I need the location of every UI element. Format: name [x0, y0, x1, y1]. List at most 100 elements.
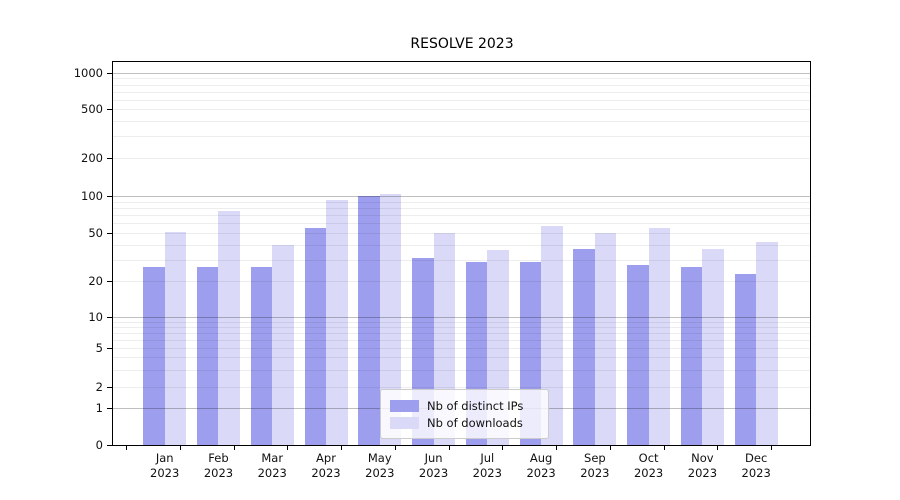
minor-gridline: [113, 387, 811, 388]
minor-gridline: [113, 339, 811, 341]
bar: [702, 248, 724, 445]
bar: [734, 273, 757, 445]
y-tick-label: 100: [81, 189, 103, 203]
bar: [358, 196, 380, 445]
legend-label: Nb of downloads: [427, 415, 523, 430]
x-tick-mark: [394, 446, 396, 450]
bar: [573, 248, 595, 445]
x-tick-label: Jan 2023: [150, 451, 180, 480]
x-tick-mark: [556, 446, 558, 450]
y-tick-mark: [107, 196, 112, 197]
x-tick-label: Aug 2023: [526, 451, 556, 480]
minor-gridline: [113, 201, 811, 203]
minor-gridline: [113, 357, 811, 359]
legend-swatch-downloads: [390, 416, 419, 429]
y-tick-mark: [107, 445, 112, 446]
x-tick-mark: [609, 446, 611, 450]
bar: [326, 200, 348, 445]
minor-gridline: [113, 136, 811, 138]
y-tick-label: 5: [95, 341, 103, 355]
legend-label: Nb of distinct IPs: [427, 398, 524, 413]
y-tick-mark: [107, 408, 112, 409]
x-tick-label: Nov 2023: [687, 451, 718, 480]
y-tick-label: 2: [95, 380, 103, 394]
x-axis-line: [112, 445, 811, 446]
legend-item-downloads: Nb of downloads: [381, 416, 548, 430]
y-tick-mark: [107, 281, 112, 282]
x-tick-label: Mar 2023: [257, 451, 287, 480]
y-tick-label: 50: [88, 226, 103, 240]
x-tick-mark: [771, 446, 773, 450]
x-tick-mark: [502, 446, 504, 450]
minor-gridline: [113, 233, 811, 234]
minor-gridline: [113, 321, 811, 323]
bar: [756, 242, 778, 445]
y-tick-label: 1000: [73, 66, 103, 80]
x-tick-label: May 2023: [365, 451, 395, 480]
bar: [627, 265, 649, 445]
left-spine: [112, 61, 113, 446]
minor-gridline: [113, 332, 811, 334]
x-tick-mark: [126, 446, 127, 450]
minor-gridline: [113, 99, 811, 101]
x-tick-mark: [287, 446, 289, 450]
x-tick-label: Feb 2023: [203, 451, 234, 480]
x-tick-mark: [717, 446, 719, 450]
minor-gridline: [113, 158, 811, 159]
minor-gridline: [113, 84, 811, 86]
top-spine: [112, 61, 811, 62]
y-tick-mark: [107, 387, 112, 388]
x-tick-label: Sep 2023: [580, 451, 610, 480]
minor-gridline: [113, 244, 811, 246]
minor-gridline: [113, 78, 811, 80]
chart-title: RESOLVE 2023: [410, 36, 514, 52]
minor-gridline: [113, 215, 811, 217]
minor-gridline: [113, 369, 811, 371]
y-tick-mark: [107, 158, 112, 159]
legend-item-distinct-ips: Nb of distinct IPs: [381, 399, 548, 413]
minor-gridline: [113, 326, 811, 328]
y-tick-mark: [107, 233, 112, 234]
minor-gridline: [113, 91, 811, 93]
y-tick-mark: [107, 317, 112, 318]
minor-gridline: [113, 223, 811, 225]
x-tick-label: Jul 2023: [472, 451, 502, 480]
bar: [218, 211, 240, 445]
x-tick-label: Apr 2023: [311, 451, 341, 480]
x-tick-mark: [233, 446, 235, 450]
bar: [379, 194, 402, 445]
legend: Nb of distinct IPs Nb of downloads: [380, 389, 549, 439]
y-tick-label: 0: [95, 438, 103, 452]
minor-gridline: [113, 348, 811, 349]
minor-gridline: [113, 259, 811, 261]
x-tick-mark: [663, 446, 665, 450]
bar: [250, 267, 273, 445]
x-tick-label: Jun 2023: [418, 451, 449, 480]
bar: [164, 231, 187, 445]
y-tick-mark: [107, 348, 112, 349]
y-tick-label: 200: [81, 151, 103, 165]
y-tick-label: 1: [95, 401, 103, 415]
plot-area: Nb of distinct IPs Nb of downloads: [112, 61, 811, 446]
x-tick-mark: [179, 446, 181, 450]
x-tick-label: Oct 2023: [633, 451, 664, 480]
minor-gridline: [113, 281, 811, 282]
bar: [680, 267, 703, 445]
x-tick-mark: [448, 446, 450, 450]
bar: [594, 233, 617, 445]
minor-gridline: [113, 120, 811, 122]
bar: [272, 244, 294, 445]
major-gridline: [113, 317, 811, 318]
minor-gridline: [113, 109, 811, 110]
major-gridline: [113, 73, 811, 74]
right-spine: [810, 61, 811, 446]
bar: [648, 227, 671, 445]
minor-gridline: [113, 207, 811, 209]
y-tick-mark: [107, 109, 112, 110]
y-tick-mark: [107, 73, 112, 74]
x-tick-mark: [341, 446, 343, 450]
y-tick-label: 20: [88, 274, 103, 288]
x-tick-label: Dec 2023: [741, 451, 771, 480]
bar: [196, 267, 219, 445]
